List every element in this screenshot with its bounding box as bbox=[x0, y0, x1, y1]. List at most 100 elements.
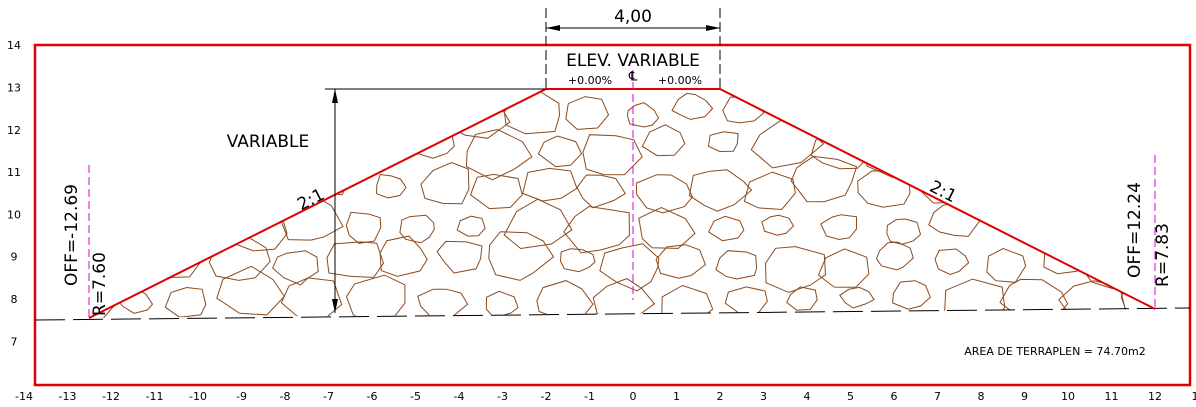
x-tick-label: 7 bbox=[934, 390, 941, 403]
rock bbox=[565, 96, 610, 130]
rock bbox=[857, 170, 911, 208]
rock bbox=[208, 237, 271, 281]
rock bbox=[638, 207, 696, 249]
rock bbox=[89, 128, 115, 172]
y-tick-label: 7 bbox=[11, 335, 18, 348]
rock bbox=[488, 231, 555, 281]
grade-label: +0.00% bbox=[568, 74, 612, 87]
rock bbox=[420, 161, 470, 205]
rock bbox=[326, 241, 385, 278]
rock bbox=[999, 278, 1069, 318]
x-tick-label: 1 bbox=[673, 390, 680, 403]
rock bbox=[830, 96, 877, 131]
ground-line bbox=[34, 307, 1191, 321]
rock bbox=[1003, 89, 1063, 131]
rock bbox=[839, 286, 875, 309]
rock bbox=[944, 278, 1006, 318]
arrow bbox=[706, 25, 720, 31]
rock bbox=[707, 131, 739, 153]
dimension-label: 4,00 bbox=[614, 7, 652, 27]
rock bbox=[537, 135, 583, 168]
x-tick-label: 9 bbox=[1021, 390, 1028, 403]
x-tick-label: -9 bbox=[236, 390, 247, 403]
y-tick-label: 9 bbox=[11, 251, 18, 264]
rock bbox=[743, 171, 796, 211]
frame bbox=[33, 43, 1192, 387]
rock bbox=[750, 117, 825, 169]
rock bbox=[379, 235, 428, 277]
rock bbox=[345, 274, 406, 318]
rock bbox=[1038, 194, 1110, 248]
x-tick-label: 2 bbox=[717, 390, 724, 403]
rock bbox=[280, 277, 343, 318]
rock bbox=[151, 237, 202, 279]
x-tick-label: -5 bbox=[410, 390, 421, 403]
x-tick-label: -6 bbox=[367, 390, 378, 403]
rock bbox=[1058, 280, 1126, 318]
rock bbox=[641, 124, 686, 157]
rock bbox=[1121, 89, 1155, 129]
y-tick-label: 8 bbox=[11, 293, 18, 306]
x-tick-label: 10 bbox=[1061, 390, 1075, 403]
rock bbox=[44, 96, 76, 119]
rock bbox=[469, 173, 523, 210]
rock bbox=[164, 286, 207, 318]
rock bbox=[503, 198, 573, 250]
rock bbox=[218, 95, 267, 128]
rock bbox=[536, 280, 594, 318]
x-tick-label: -13 bbox=[59, 390, 77, 403]
grade-label: +0.00% bbox=[658, 74, 702, 87]
rock bbox=[349, 130, 399, 170]
x-tick-label: 8 bbox=[978, 390, 985, 403]
arrow bbox=[332, 89, 338, 103]
rock bbox=[661, 284, 714, 318]
radius-label: R=7.60 bbox=[90, 252, 110, 316]
rock bbox=[272, 250, 319, 286]
x-tick-label: -14 bbox=[15, 390, 33, 403]
y-tick-label: 12 bbox=[7, 124, 21, 137]
rock bbox=[688, 169, 753, 212]
rock bbox=[1055, 90, 1121, 140]
x-tick-label: 6 bbox=[891, 390, 898, 403]
rock bbox=[216, 265, 286, 316]
rock bbox=[485, 290, 519, 318]
rock bbox=[1049, 132, 1104, 174]
rock bbox=[390, 89, 439, 122]
area-label: AREA DE TERRAPLEN = 74.70m2 bbox=[964, 345, 1145, 358]
rock bbox=[999, 208, 1033, 233]
x-tick-label: 12 bbox=[1148, 390, 1162, 403]
rock bbox=[889, 95, 934, 129]
y-tick-label: 14 bbox=[7, 39, 21, 52]
axes: -14 -13 -12 -11 -10 -9 -8 -7 -6 -5 -4 -3 -2 -1 0 1 2 3 4 5 6… bbox=[7, 39, 1196, 403]
rock bbox=[376, 173, 407, 199]
rock bbox=[199, 177, 238, 203]
rock bbox=[1114, 134, 1155, 171]
x-tick-label: 4 bbox=[804, 390, 811, 403]
rock bbox=[1000, 136, 1036, 163]
rock bbox=[259, 173, 290, 196]
elevation-label: ELEV. VARIABLE bbox=[566, 51, 700, 71]
rock bbox=[820, 214, 858, 241]
x-tick-label: 0 bbox=[630, 390, 637, 403]
offset-label: OFF=-12.69 bbox=[62, 184, 82, 286]
rock bbox=[892, 280, 931, 310]
x-tick-label: 3 bbox=[760, 390, 767, 403]
slope-label: 2:1 bbox=[926, 177, 959, 207]
rock bbox=[576, 174, 626, 209]
rock bbox=[224, 203, 288, 252]
rock bbox=[671, 92, 714, 120]
rock-fill bbox=[44, 89, 1155, 318]
radius-label: R=7.83 bbox=[1153, 223, 1173, 287]
rock bbox=[178, 207, 236, 252]
rock bbox=[865, 129, 920, 178]
rock bbox=[958, 162, 1028, 209]
rock bbox=[953, 100, 989, 131]
rock bbox=[886, 218, 922, 245]
x-tick-label: -3 bbox=[497, 390, 508, 403]
x-tick-label: 13 bbox=[1192, 390, 1196, 403]
centerline-symbol: ℄ bbox=[628, 70, 638, 85]
height-label: VARIABLE bbox=[227, 132, 310, 152]
rock bbox=[176, 139, 205, 164]
rock bbox=[707, 215, 745, 242]
embankment-outline bbox=[88, 88, 1156, 319]
